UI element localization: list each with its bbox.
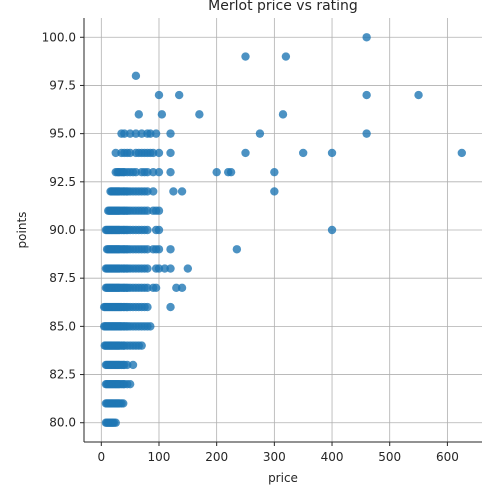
data-point — [160, 264, 169, 273]
chart-title: Merlot price vs rating — [208, 0, 358, 14]
data-point — [143, 187, 152, 196]
x-tick-label: 500 — [378, 450, 401, 464]
data-point — [149, 187, 158, 196]
data-point — [143, 225, 152, 235]
y-tick-label: 85.0 — [49, 319, 76, 333]
data-point — [151, 283, 161, 293]
data-point — [166, 302, 175, 312]
data-point — [143, 283, 152, 293]
data-point — [232, 245, 242, 254]
data-point — [146, 129, 155, 138]
x-tick-label: 0 — [97, 450, 105, 464]
y-tick-label: 100.0 — [42, 30, 76, 44]
data-point — [270, 187, 279, 196]
data-point — [137, 129, 146, 138]
data-point — [195, 110, 204, 119]
data-point — [154, 264, 164, 273]
y-tick-label: 92.5 — [49, 175, 76, 189]
data-point — [123, 360, 132, 370]
data-point — [149, 148, 158, 158]
data-point — [146, 322, 155, 331]
data-point — [457, 148, 467, 158]
data-point — [111, 148, 120, 158]
data-point — [169, 187, 178, 196]
data-point — [154, 225, 164, 235]
x-tick-label: 200 — [205, 450, 228, 464]
data-point — [166, 148, 175, 158]
y-tick-label: 87.5 — [49, 271, 76, 285]
data-point — [255, 129, 265, 138]
data-point — [362, 129, 371, 138]
data-point — [166, 129, 175, 138]
data-point — [166, 264, 175, 273]
x-axis-label: price — [268, 471, 298, 485]
x-tick-label: 600 — [436, 450, 459, 464]
data-point — [131, 167, 141, 177]
data-point — [157, 110, 167, 119]
data-point — [177, 187, 187, 196]
data-point — [166, 167, 175, 177]
data-point — [241, 148, 250, 158]
y-tick-label: 97.5 — [49, 78, 76, 92]
data-point — [154, 90, 164, 100]
data-point — [154, 245, 164, 254]
data-point — [128, 360, 138, 370]
data-point — [226, 167, 236, 177]
x-tick-label: 400 — [321, 450, 344, 464]
x-tick-label: 300 — [263, 450, 286, 464]
data-point — [125, 379, 135, 389]
data-point — [151, 129, 161, 138]
data-point — [149, 167, 158, 177]
data-point — [414, 90, 423, 100]
data-point — [154, 167, 164, 177]
data-point — [362, 90, 371, 100]
data-point — [120, 129, 129, 138]
data-point — [327, 225, 337, 235]
data-point — [298, 148, 308, 158]
data-point — [278, 110, 288, 119]
data-point — [143, 167, 152, 177]
data-point — [143, 206, 152, 215]
data-point — [119, 399, 128, 408]
x-tick-label: 100 — [148, 450, 171, 464]
data-point — [154, 148, 164, 158]
data-point — [362, 33, 371, 42]
data-point — [270, 167, 279, 177]
data-point — [125, 129, 135, 138]
y-tick-label: 82.5 — [49, 368, 76, 382]
data-point — [327, 148, 337, 158]
data-point — [177, 283, 187, 293]
data-point — [154, 206, 164, 215]
y-axis-label: points — [15, 212, 29, 249]
data-point — [131, 129, 141, 138]
y-tick-label: 90.0 — [49, 223, 76, 237]
data-points — [99, 33, 467, 427]
data-point — [111, 418, 120, 427]
data-point — [143, 264, 152, 273]
data-point — [125, 148, 135, 158]
data-point — [143, 302, 152, 312]
y-tick-label: 80.0 — [49, 416, 76, 430]
data-point — [281, 52, 291, 61]
data-point — [134, 110, 143, 119]
data-point — [172, 283, 181, 293]
axes: 0 100 200 300 400 500 600 80.0 82.5 85.0 87.5 90.0 9… — [42, 18, 482, 464]
data-point — [143, 245, 152, 254]
y-tick-label: 95.0 — [49, 127, 76, 141]
data-point — [183, 264, 193, 273]
data-point — [131, 71, 141, 81]
data-point — [212, 167, 221, 177]
data-point — [241, 52, 250, 61]
data-point — [137, 341, 146, 350]
data-point — [174, 90, 184, 100]
data-point — [166, 245, 175, 254]
